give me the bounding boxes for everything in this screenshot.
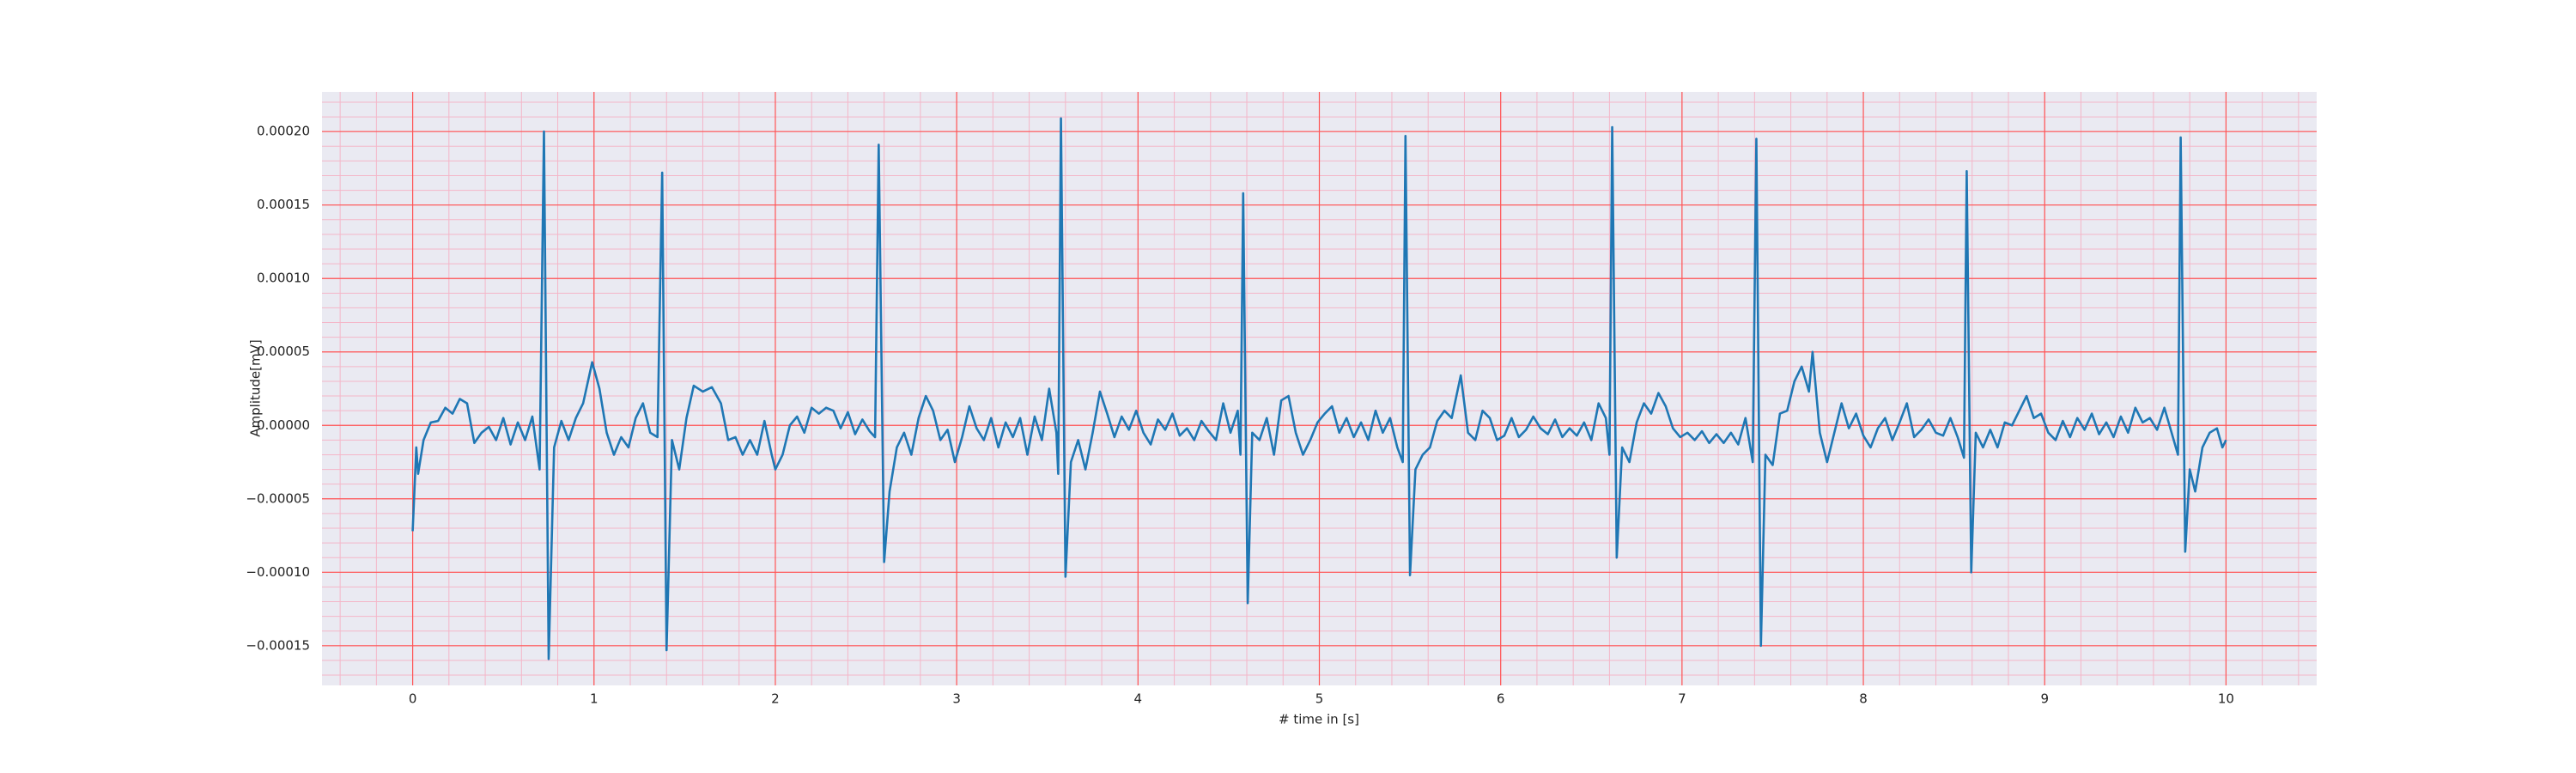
x-tick-label: 9: [2040, 691, 2049, 707]
x-tick-label: 7: [1678, 691, 1686, 707]
x-tick-label: 4: [1134, 691, 1143, 707]
x-tick-label: 6: [1497, 691, 1505, 707]
y-tick-label: −0.00010: [246, 564, 310, 580]
y-tick-label: 0.00005: [257, 344, 310, 359]
signal-line: [411, 117, 2227, 660]
x-tick-label: 2: [771, 691, 780, 707]
x-axis-label: # time in [s]: [1279, 712, 1359, 727]
x-tick-label: 3: [952, 691, 961, 707]
major-grid: [322, 92, 2317, 685]
x-tick-label: 10: [2218, 691, 2234, 707]
y-axis-label: Amplitude[mV]: [248, 339, 264, 436]
plot-marks: [411, 117, 2227, 660]
y-tick-label: 0.00020: [257, 124, 310, 139]
x-tick-label: 5: [1315, 691, 1324, 707]
y-tick-label: −0.00015: [246, 637, 310, 653]
y-tick-label: 0.00015: [257, 197, 310, 212]
y-tick-label: 0.00010: [257, 271, 310, 286]
x-tick-label: 8: [1859, 691, 1868, 707]
y-tick-label: −0.00005: [246, 490, 310, 506]
x-tick-label: 0: [409, 691, 417, 707]
x-tick-label: 1: [590, 691, 598, 707]
y-tick-label: 0.00000: [257, 417, 310, 433]
